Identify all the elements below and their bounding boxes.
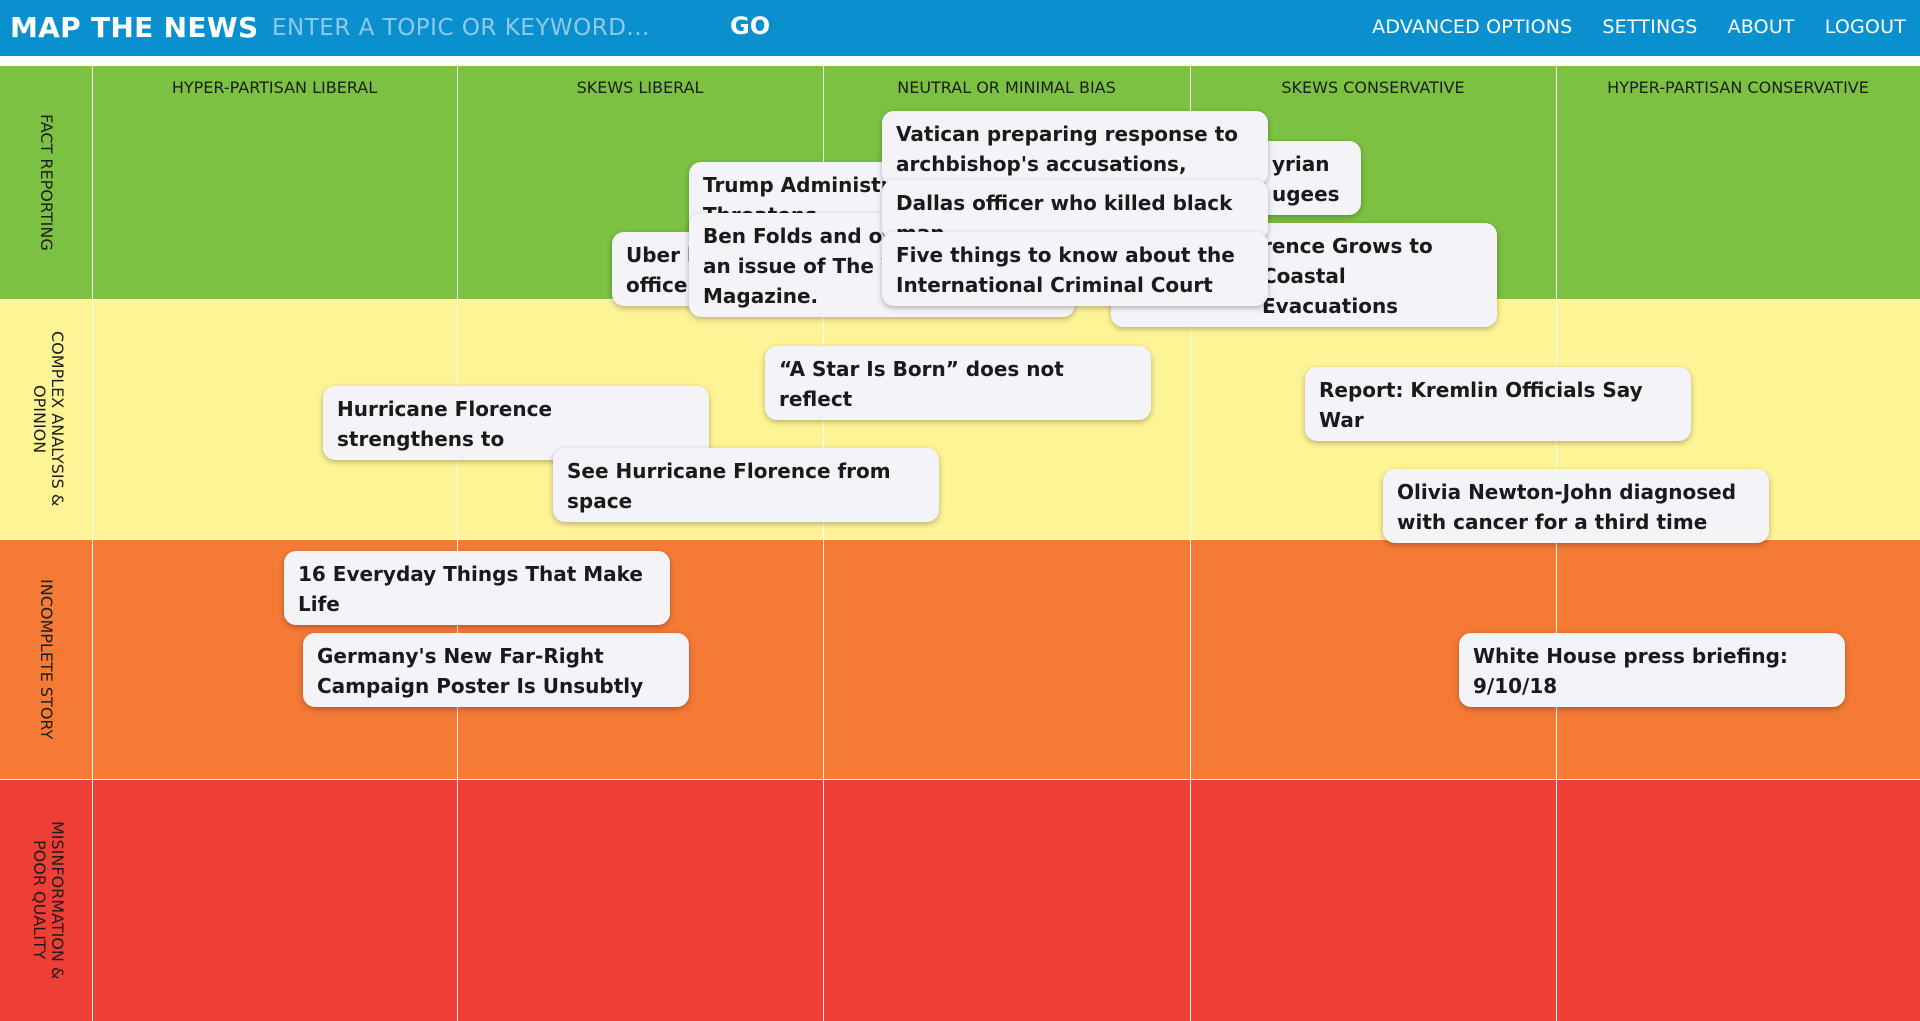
grid-line [0, 779, 1920, 780]
column-label-skews-conservative: SKEWS CONSERVATIVE [1281, 78, 1465, 97]
article-card-text: Five things to know about the Internatio… [896, 243, 1235, 297]
row-label-text: FACT REPORTING [37, 114, 56, 251]
column-label-skews-liberal: SKEWS LIBERAL [576, 78, 704, 97]
nav-logout[interactable]: LOGOUT [1824, 16, 1906, 38]
article-card-text: “A Star Is Born” does not reflect the mo… [779, 357, 1084, 420]
article-card[interactable]: Vatican preparing response to archbishop… [882, 111, 1268, 185]
row-label-text: MISINFORMATION & POOR QUALITY [30, 820, 67, 980]
nav-settings[interactable]: SETTINGS [1602, 16, 1698, 38]
app-logo[interactable]: MAP THE NEWS [10, 11, 259, 44]
row-label-complex-analysis: COMPLEX ANALYSIS & OPINION [0, 299, 92, 539]
row-label-text: INCOMPLETE STORY [37, 578, 56, 740]
article-card-text: Hurricane Florence strengthens to catego… [337, 397, 553, 460]
article-card[interactable]: 16 Everyday Things That Make Life More I… [284, 551, 670, 625]
nav-about[interactable]: ABOUT [1727, 16, 1795, 38]
header-divider [0, 56, 1920, 66]
column-label-hyper-partisan-liberal: HYPER-PARTISAN LIBERAL [171, 78, 378, 97]
grid-line [457, 66, 458, 1021]
row-label-text: COMPLEX ANALYSIS & OPINION [30, 331, 67, 507]
article-card-text: Uber h officer [626, 243, 701, 297]
grid-line [0, 539, 1920, 540]
row-label-misinformation: MISINFORMATION & POOR QUALITY [0, 779, 92, 1021]
grid-line [92, 66, 93, 1021]
article-card[interactable]: Hurricane Florence strengthens to catego… [323, 386, 709, 460]
article-card-text: White House press briefing: 9/10/18 [1473, 644, 1788, 698]
article-card-text: yrian ugees [1272, 152, 1340, 206]
article-card-text: 16 Everyday Things That Make Life More I… [298, 562, 653, 625]
article-card[interactable]: White House press briefing: 9/10/18 [1459, 633, 1845, 707]
row-label-fact-reporting: FACT REPORTING [0, 66, 92, 299]
nav-advanced-options[interactable]: ADVANCED OPTIONS [1372, 16, 1573, 38]
article-card-text: Report: Kremlin Officials Say War Games … [1319, 378, 1664, 441]
article-card[interactable]: See Hurricane Florence from space - CNN … [553, 448, 939, 522]
go-button[interactable]: GO [730, 12, 771, 40]
article-card[interactable]: Olivia Newton-John diagnosed with cancer… [1383, 469, 1769, 543]
column-label-neutral: NEUTRAL OR MINIMAL BIAS [897, 78, 1116, 97]
article-card[interactable]: Germany's New Far-Right Campaign Poster … [303, 633, 689, 707]
article-card-text: Olivia Newton-John diagnosed with cancer… [1397, 480, 1737, 534]
article-card-text: Vatican preparing response to archbishop… [896, 122, 1239, 185]
row-misinformation [0, 779, 1920, 1021]
main-nav: ADVANCED OPTIONS SETTINGS ABOUT LOGOUT [1372, 16, 1906, 38]
article-card-text: Germany's New Far-Right Campaign Poster … [317, 644, 644, 707]
article-card[interactable]: Five things to know about the Internatio… [882, 232, 1268, 306]
article-card[interactable]: Dallas officer who killed black man repo… [882, 180, 1268, 240]
bias-quality-grid: HYPER-PARTISAN LIBERAL SKEWS LIBERAL NEU… [0, 66, 1920, 1021]
article-card[interactable]: “A Star Is Born” does not reflect the mo… [765, 346, 1151, 420]
search-input[interactable] [272, 10, 692, 46]
column-label-hyper-partisan-conservative: HYPER-PARTISAN CONSERVATIVE [1607, 78, 1869, 97]
article-card-text: Dallas officer who killed black man repo… [896, 191, 1233, 240]
grid-line [823, 66, 824, 1021]
top-bar: MAP THE NEWS GO ADVANCED OPTIONS SETTING… [0, 0, 1920, 56]
article-card[interactable]: Report: Kremlin Officials Say War Games … [1305, 367, 1691, 441]
grid-line [1556, 66, 1557, 1021]
article-card-text: rence Grows to Coastal Evacuations Begin [1262, 234, 1433, 327]
row-label-incomplete-story: INCOMPLETE STORY [0, 539, 92, 779]
grid-line [1190, 66, 1191, 1021]
article-card-text: See Hurricane Florence from space - CNN … [567, 459, 891, 522]
